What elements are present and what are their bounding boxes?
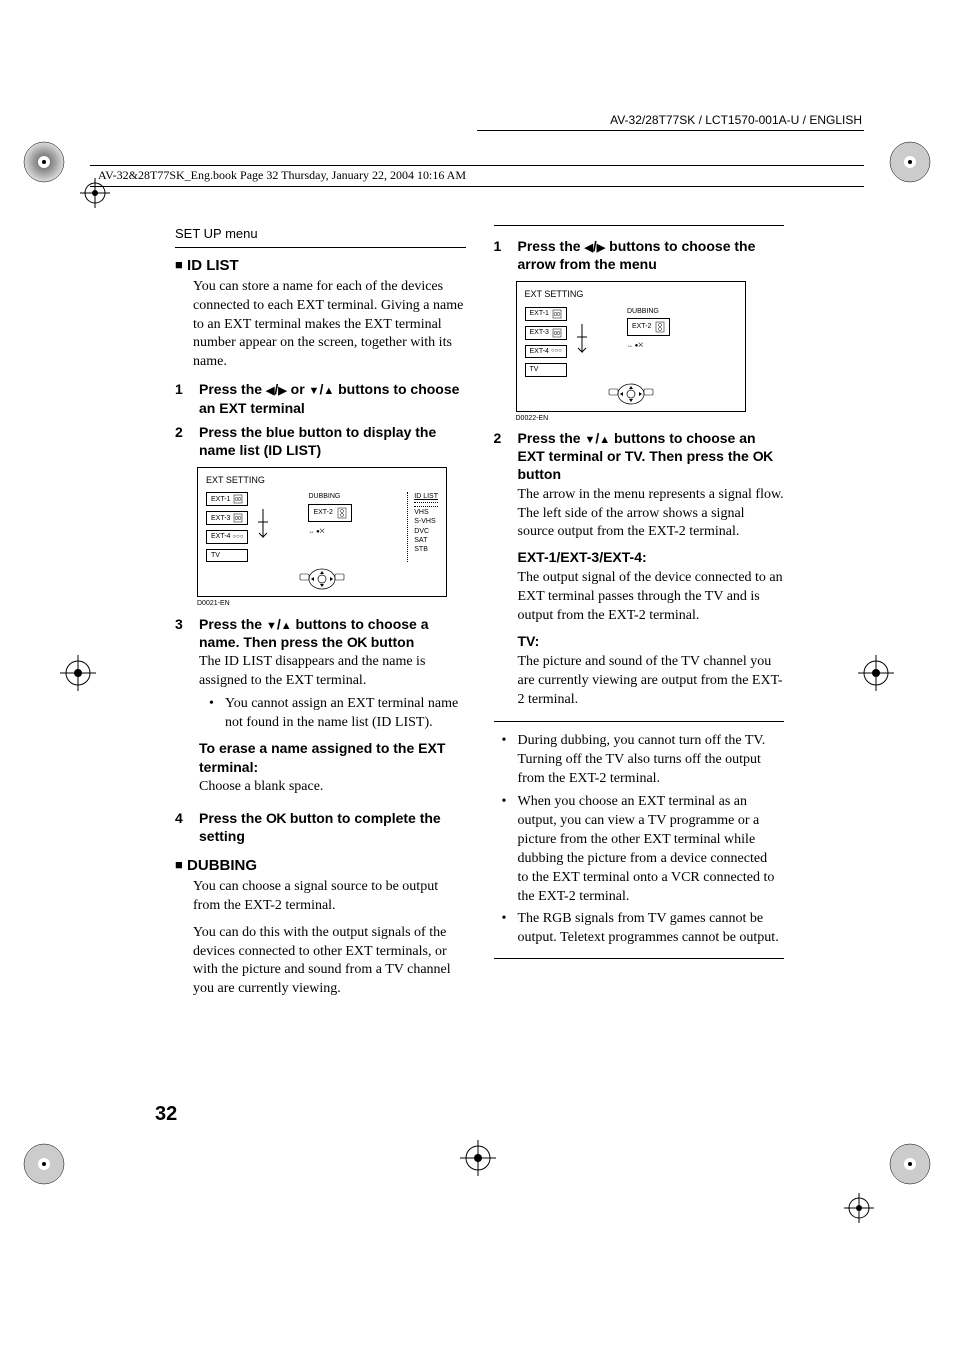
dubbing-label: DUBBING: [627, 307, 670, 316]
ext1-box: EXT-1: [525, 307, 567, 321]
step-num: 2: [175, 423, 189, 459]
page-number: 32: [155, 1103, 177, 1126]
tv-box: TV: [206, 549, 248, 562]
step3-text: The ID LIST disappears and the name is a…: [199, 653, 466, 691]
ext-setting-diagram-2: EXT SETTING EXT-1 EXT-3 EXT-4 ○○○ TV DUB…: [516, 281, 746, 411]
r-step2-head: Press the ▼/▲ buttons to choose an EXT t…: [518, 429, 785, 484]
ext3-box: EXT-3: [525, 326, 567, 340]
tv-box: TV: [525, 363, 567, 376]
r-step2-text: The arrow in the menu represents a signa…: [518, 486, 785, 543]
right-steps: 1 Press the ◀/▶ buttons to choose the ar…: [494, 237, 785, 273]
crosshair-icon: [60, 655, 96, 691]
ext3-box: EXT-3: [206, 511, 248, 525]
notes-box: •During dubbing, you cannot turn off the…: [494, 721, 785, 959]
step2-head: Press the blue button to display the nam…: [199, 423, 466, 459]
dubbing-p1: You can choose a signal source to be out…: [193, 878, 466, 916]
right-column: 1 Press the ◀/▶ buttons to choose the ar…: [494, 225, 785, 1007]
ext2-box: EXT-2: [627, 318, 670, 336]
diag-caption: D0021-EN: [197, 599, 466, 608]
header-model: AV-32/28T77SK / LCT1570-001A-U / ENGLISH: [610, 113, 862, 127]
ext1-box: EXT-1: [206, 492, 248, 506]
step-num: 1: [494, 237, 508, 273]
step1-head: Press the ◀/▶ or ▼/▲ buttons to choose a…: [199, 380, 466, 416]
flow-arrow-icon: [575, 322, 589, 362]
dubbing-p2: You can do this with the output signals …: [193, 924, 466, 1000]
idlist-steps-cont: 3 Press the ▼/▲ buttons to choose a name…: [175, 615, 466, 846]
left-column: SET UP menu ■ ID LIST You can store a na…: [175, 225, 466, 1007]
note-item: •During dubbing, you cannot turn off the…: [502, 732, 781, 789]
vcr-icon: [552, 309, 562, 319]
step-num: 1: [175, 380, 189, 416]
r-step1-head: Press the ◀/▶ buttons to choose the arro…: [518, 237, 785, 273]
crosshair-icon: [858, 655, 894, 691]
crosshair-icon: [460, 1140, 496, 1176]
regmark-icon: [888, 1142, 932, 1186]
step-num: 3: [175, 615, 189, 804]
diag2-caption: D0022-EN: [516, 414, 785, 423]
step3-head: Press the ▼/▲ buttons to choose a name. …: [199, 615, 466, 651]
step-num: 2: [494, 429, 508, 715]
header-meta: AV-32&28T77SK_Eng.book Page 32 Thursday,…: [98, 168, 466, 183]
note-item: •When you choose an EXT terminal as an o…: [502, 793, 781, 906]
step4-head: Press the OK button to complete the sett…: [199, 809, 466, 845]
ext4-box: EXT-4 ○○○: [525, 345, 567, 358]
vcr-icon: [552, 328, 562, 338]
regmark-icon: [22, 1142, 66, 1186]
flow-arrow-icon: [256, 507, 270, 547]
note-item: •The RGB signals from TV games cannot be…: [502, 910, 781, 948]
erase-text: Choose a blank space.: [199, 778, 466, 797]
idlist-steps: 1 Press the ◀/▶ or ▼/▲ buttons to choose…: [175, 380, 466, 459]
diag-title: EXT SETTING: [206, 474, 438, 486]
dubbing-heading: ■ DUBBING: [175, 856, 466, 876]
crosshair-icon: [844, 1193, 874, 1223]
ext4-box: EXT-4 ○○○: [206, 530, 248, 543]
ext-head: EXT-1/EXT-3/EXT-4:: [518, 548, 785, 567]
idlist-heading: ■ ID LIST: [175, 256, 466, 276]
tv-text: The picture and sound of the TV channel …: [518, 653, 785, 710]
regmark-icon: [22, 140, 66, 184]
dubbing-heading-text: DUBBING: [187, 857, 257, 874]
tv-head: TV:: [518, 632, 785, 651]
vcr-icon: [655, 321, 665, 333]
ext2-box: EXT-2: [308, 504, 351, 522]
vcr-icon: [337, 507, 347, 519]
section-title: SET UP menu: [175, 225, 466, 248]
erase-head: To erase a name assigned to the EXT term…: [199, 739, 466, 777]
regmark-icon: [888, 140, 932, 184]
idlist-panel: ID LIST VHS S-VHS DVC SAT STB: [407, 492, 438, 562]
ext-setting-diagram: EXT SETTING EXT-1 EXT-3 EXT-4 ○○○ TV DUB…: [197, 467, 447, 597]
vcr-icon: [233, 513, 243, 523]
vcr-icon: [233, 494, 243, 504]
remote-nav-icon: [297, 568, 347, 590]
idlist-heading-text: ID LIST: [187, 257, 239, 274]
dubbing-label: DUBBING: [308, 492, 351, 501]
step-num: 4: [175, 809, 189, 845]
idlist-intro: You can store a name for each of the dev…: [193, 278, 466, 372]
step3-bullet: •You cannot assign an EXT terminal name …: [209, 695, 466, 733]
remote-nav-icon: [606, 383, 656, 405]
header-rule: [477, 130, 864, 131]
diag2-title: EXT SETTING: [525, 288, 737, 300]
right-steps-2: 2 Press the ▼/▲ buttons to choose an EXT…: [494, 429, 785, 715]
page: AV-32/28T77SK / LCT1570-001A-U / ENGLISH…: [0, 0, 954, 1351]
content-area: SET UP menu ■ ID LIST You can store a na…: [175, 225, 784, 1007]
ext-text: The output signal of the device connecte…: [518, 569, 785, 626]
